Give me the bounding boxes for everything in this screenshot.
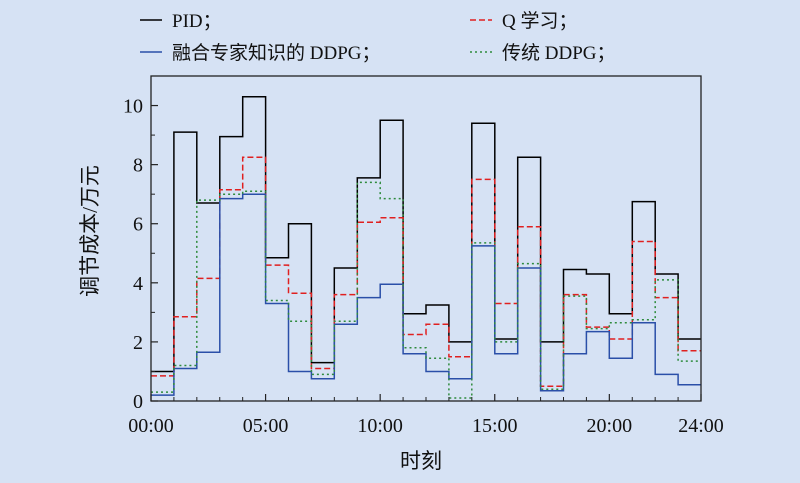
legend-item-1: Q 学习；	[470, 10, 577, 32]
y-axis-label: 调节成本/万元	[78, 165, 102, 297]
x-tick-label: 15:00	[472, 415, 518, 437]
series-line-2	[151, 193, 701, 396]
x-tick-label: 05:00	[243, 415, 289, 437]
axes-layer: 00:00 05:00 10:00 15:00 20:00 24:00 0 2 4 6 8 10	[123, 75, 724, 437]
legend-item-2: 融合专家知识的 DDPG；	[140, 42, 380, 64]
legend-label: PID；	[172, 11, 222, 32]
legend-label: 融合专家知识的 DDPG；	[172, 42, 380, 64]
x-axis-label: 时刻	[400, 449, 442, 473]
y-tick-label: 6	[133, 214, 143, 236]
x-tick-label: 20:00	[587, 415, 633, 437]
x-tick-label: 24:00	[678, 415, 724, 437]
y-tick-label: 8	[133, 155, 143, 177]
series-layer	[151, 76, 701, 401]
series-line-1	[151, 156, 701, 387]
x-tick-label: 00:00	[128, 415, 174, 437]
series-line-3	[151, 181, 701, 399]
legend-label: 传统 DDPG；	[502, 42, 615, 64]
y-tick-label: 10	[123, 96, 143, 118]
legend-item-3: 传统 DDPG；	[470, 42, 615, 64]
x-tick-label: 10:00	[357, 415, 403, 437]
legend: PID； Q 学习； 融合专家知识的 DDPG； 传统 DDPG；	[140, 10, 615, 64]
y-tick-label: 2	[133, 332, 143, 354]
legend-label: Q 学习；	[502, 10, 577, 32]
y-tick-label: 0	[133, 391, 143, 413]
series-line-0	[151, 95, 701, 373]
y-tick-label: 4	[133, 273, 143, 295]
legend-item-0: PID；	[140, 11, 222, 32]
